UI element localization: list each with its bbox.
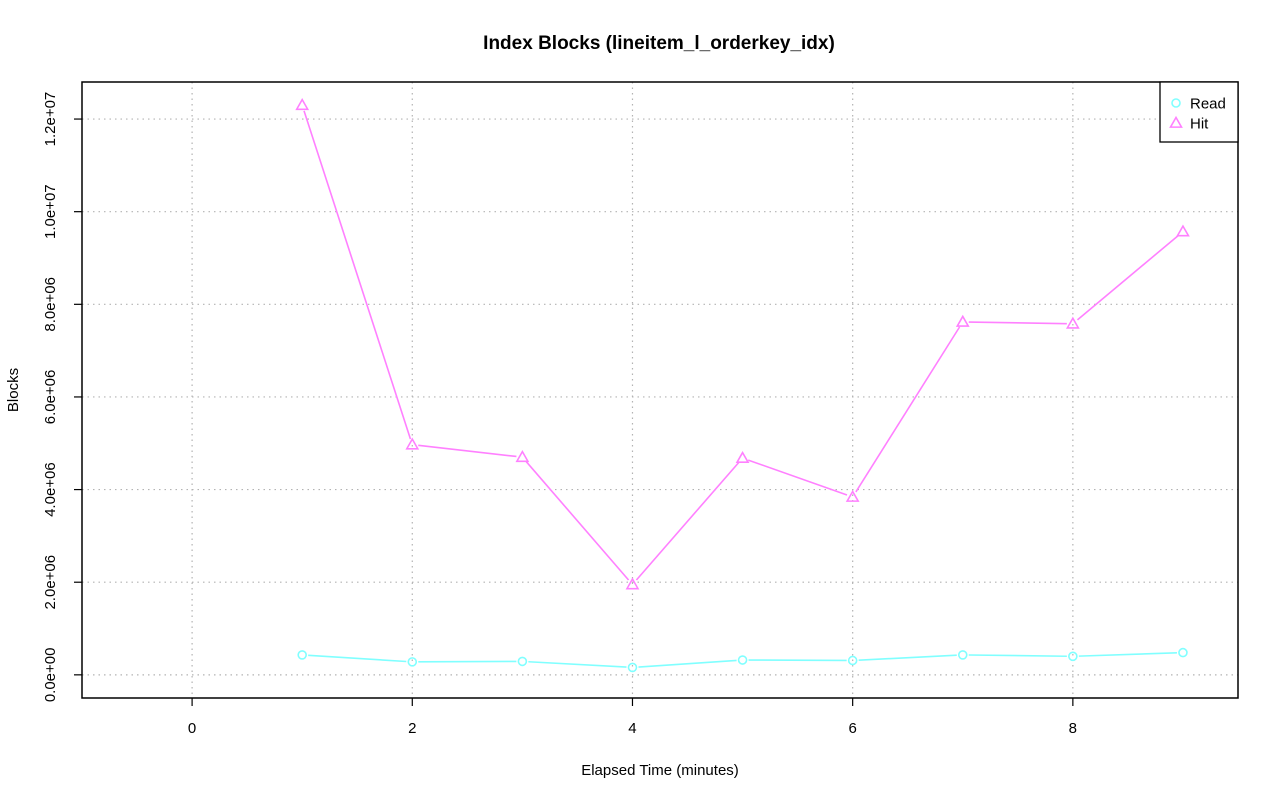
x-tick-label: 6 xyxy=(848,720,856,737)
x-axis-label: Elapsed Time (minutes) xyxy=(581,762,739,779)
series-hit-point xyxy=(625,577,640,590)
series-hit-segment xyxy=(303,110,412,440)
series-hit-point xyxy=(405,437,420,450)
series-hit-point xyxy=(1065,316,1080,329)
series-read-point xyxy=(1068,651,1078,662)
legend-read-label: Read xyxy=(1190,96,1226,113)
legend: Read Hit xyxy=(1159,81,1239,143)
series-hit-segment xyxy=(525,461,630,581)
series-read-segment xyxy=(1078,652,1177,657)
y-tick-label: 1.0e+07 xyxy=(42,184,59,239)
series-read-point xyxy=(517,656,528,667)
series-read-point xyxy=(627,662,638,673)
legend-read-marker xyxy=(1171,98,1181,108)
series-hit-segment xyxy=(1076,234,1179,321)
series-read-point xyxy=(847,655,858,666)
y-tick-label: 4.0e+06 xyxy=(42,462,59,517)
series-read-segment xyxy=(858,654,957,661)
series-read xyxy=(297,647,1188,673)
chart-title: Index Blocks (lineitem_l_orderkey_idx) xyxy=(483,33,835,54)
series-read-segment xyxy=(528,660,627,668)
x-tick-label: 0 xyxy=(188,720,196,737)
series-hit-segment xyxy=(635,462,740,581)
x-tick-label: 4 xyxy=(628,720,636,737)
series-read-segment xyxy=(968,654,1067,658)
series-read-segment xyxy=(308,654,407,663)
series-read-segment xyxy=(638,659,737,668)
x-axis: 0 2 4 6 8 xyxy=(188,698,1077,737)
plot-frame xyxy=(81,81,1239,699)
series-hit-segment xyxy=(747,459,848,496)
series-hit-point xyxy=(955,314,970,327)
legend-hit-marker xyxy=(1169,115,1183,128)
series-hit xyxy=(295,98,1190,590)
y-axis-label: Blocks xyxy=(5,368,22,412)
series-read-point xyxy=(1178,647,1188,658)
legend-box xyxy=(1159,81,1239,143)
series-read-point xyxy=(737,655,748,665)
y-tick-label: 2.0e+06 xyxy=(42,555,59,610)
series-hit-point xyxy=(295,98,310,111)
series-hit-point xyxy=(1176,224,1190,237)
series-layer xyxy=(295,98,1190,673)
series-hit-segment xyxy=(418,444,517,458)
y-tick-label: 6.0e+06 xyxy=(42,370,59,425)
x-tick-label: 2 xyxy=(408,720,416,737)
y-tick-label: 1.2e+07 xyxy=(42,92,59,147)
legend-hit-label: Hit xyxy=(1190,116,1209,133)
series-read-point xyxy=(407,657,418,667)
y-axis: 0.0e+00 2.0e+06 4.0e+06 6.0e+06 8.0e+06 1.0e+… xyxy=(42,92,82,702)
series-hit-point xyxy=(845,489,860,502)
series-hit-segment xyxy=(968,321,1067,325)
series-read-point xyxy=(957,650,968,660)
series-hit-point xyxy=(515,450,530,463)
series-read-point xyxy=(297,650,307,660)
series-hit-segment xyxy=(855,326,961,493)
grid xyxy=(82,82,1238,698)
y-tick-label: 0.0e+00 xyxy=(42,648,59,703)
y-tick-label: 8.0e+06 xyxy=(42,277,59,332)
x-tick-label: 8 xyxy=(1069,720,1077,737)
series-hit-point xyxy=(735,450,750,464)
